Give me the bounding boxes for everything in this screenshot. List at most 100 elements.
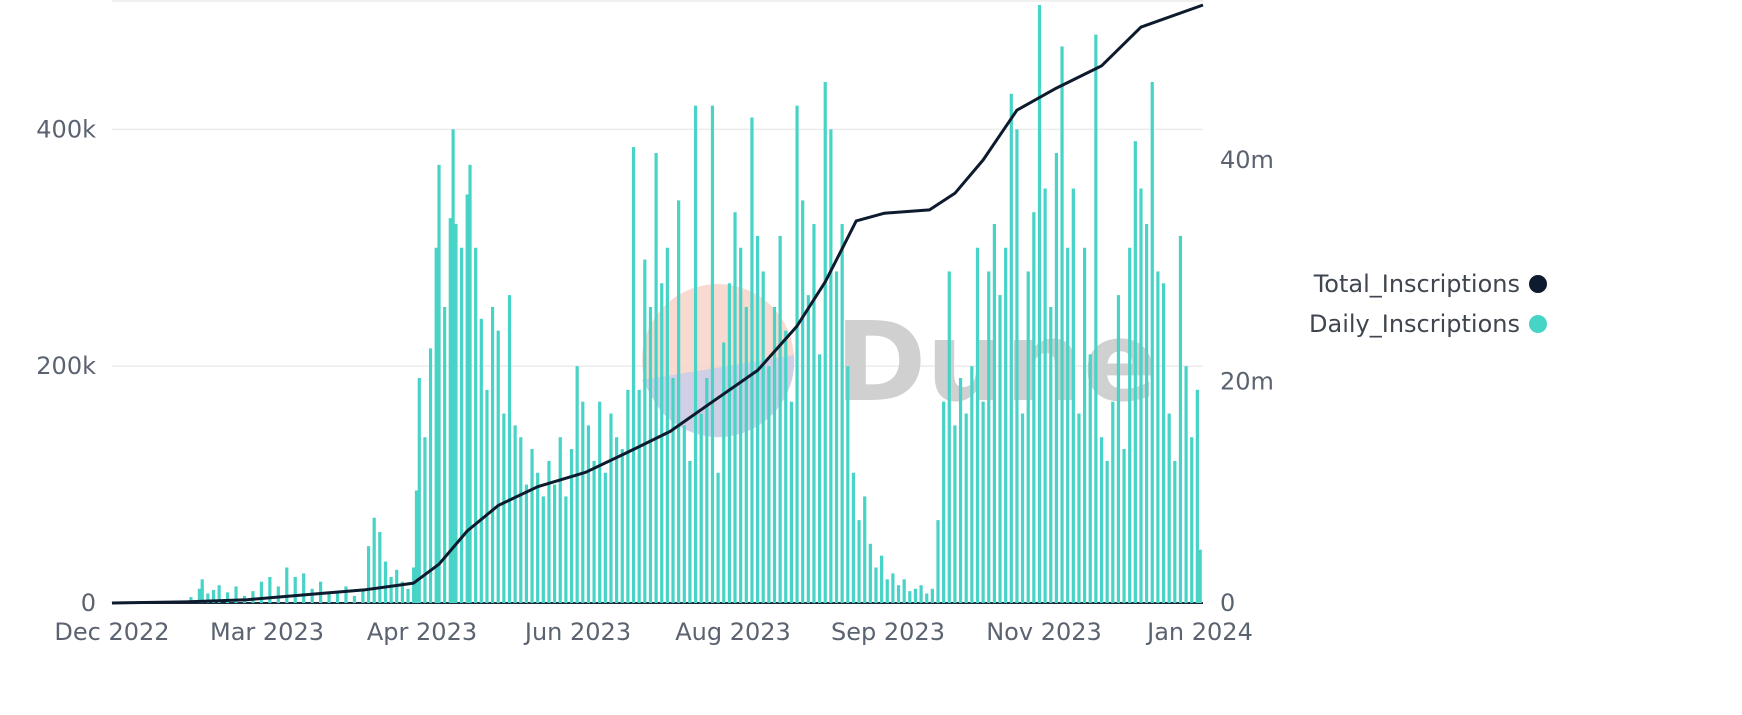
bar	[637, 389, 641, 603]
bar	[885, 579, 889, 603]
bar	[648, 306, 653, 603]
bar	[1015, 129, 1019, 603]
bar	[942, 401, 946, 603]
bar	[459, 247, 464, 603]
bar	[189, 597, 193, 603]
bar	[1049, 306, 1053, 603]
bar	[400, 581, 404, 603]
bar	[1066, 247, 1070, 603]
bar	[975, 247, 980, 603]
bar	[1054, 153, 1059, 603]
bar	[378, 531, 382, 603]
x-axis: Dec 2022 Mar 2023 Apr 2023 Jun 2023 Aug 2023…	[54, 618, 1252, 646]
y-right-tick-label: 40m	[1220, 146, 1274, 174]
bar	[479, 318, 483, 603]
bar	[964, 413, 968, 603]
bar	[947, 271, 951, 603]
bar	[553, 484, 557, 603]
bar	[327, 593, 331, 603]
x-tick-label: Jan 2024	[1145, 618, 1253, 646]
bar	[448, 218, 452, 604]
bar	[389, 576, 393, 603]
bar	[524, 484, 529, 603]
bar	[530, 449, 534, 603]
bar	[1037, 5, 1042, 603]
bar	[626, 389, 630, 603]
y-left-tick-label: 0	[81, 589, 96, 617]
bar	[823, 81, 827, 604]
bar	[558, 437, 562, 603]
bar	[1071, 188, 1075, 603]
bar	[200, 579, 204, 603]
legend-label: Total_Inscriptions	[1313, 270, 1520, 298]
bar	[1198, 549, 1202, 603]
total-inscriptions-line	[111, 3, 1204, 605]
bar	[705, 378, 709, 603]
bar	[1099, 437, 1104, 603]
bar	[727, 283, 731, 603]
bar	[1156, 271, 1160, 603]
x-tick-label: Nov 2023	[986, 618, 1102, 646]
bar	[1094, 34, 1098, 604]
x-tick-label: Apr 2023	[367, 618, 477, 646]
y-axis-right: 0 20m 40m	[1220, 146, 1274, 617]
bar	[1032, 212, 1036, 603]
bar	[953, 425, 957, 603]
bar	[801, 200, 805, 603]
bar	[1026, 271, 1030, 603]
bar	[434, 247, 438, 603]
bar	[936, 520, 940, 603]
bar	[519, 437, 523, 603]
bar	[197, 588, 201, 603]
bar	[772, 306, 777, 603]
bar	[733, 212, 737, 603]
bar	[1088, 354, 1092, 603]
bar	[654, 153, 658, 603]
bar	[293, 576, 297, 603]
bar	[829, 129, 833, 603]
bar	[1167, 413, 1171, 603]
bar	[913, 588, 918, 603]
bar	[908, 591, 912, 603]
legend-swatch	[1529, 315, 1547, 333]
bar	[631, 147, 636, 604]
bar	[1150, 81, 1154, 604]
bar	[750, 117, 754, 603]
bar	[1161, 283, 1166, 603]
bar	[840, 224, 844, 603]
bar	[474, 247, 478, 603]
bar	[643, 259, 647, 603]
bar	[352, 595, 357, 603]
bar	[344, 586, 348, 603]
legend-swatch	[1529, 275, 1547, 293]
bar	[468, 164, 472, 603]
bar	[851, 472, 856, 603]
bar	[992, 224, 996, 603]
bar	[863, 496, 867, 603]
bar	[603, 472, 607, 603]
bar	[896, 585, 901, 603]
bar	[1128, 247, 1132, 603]
bar	[412, 567, 416, 603]
bar	[1178, 235, 1183, 603]
bar	[575, 366, 579, 603]
bar	[206, 593, 210, 603]
bar	[857, 520, 861, 603]
bar	[547, 460, 551, 603]
bar	[259, 581, 264, 603]
bar	[778, 235, 782, 603]
bar	[620, 449, 624, 603]
bar	[423, 437, 427, 603]
bar	[443, 306, 447, 603]
x-tick-label: Jun 2023	[523, 618, 631, 646]
bar	[268, 576, 272, 603]
bar	[1043, 188, 1047, 603]
bar	[225, 592, 230, 603]
bar	[846, 366, 850, 603]
daily-inscriptions-bars	[110, 5, 1202, 604]
watermark-text: Dune	[835, 298, 1158, 426]
y-right-tick-label: 20m	[1220, 368, 1274, 396]
bar	[414, 490, 419, 603]
bar	[541, 496, 545, 603]
bar	[739, 247, 743, 603]
